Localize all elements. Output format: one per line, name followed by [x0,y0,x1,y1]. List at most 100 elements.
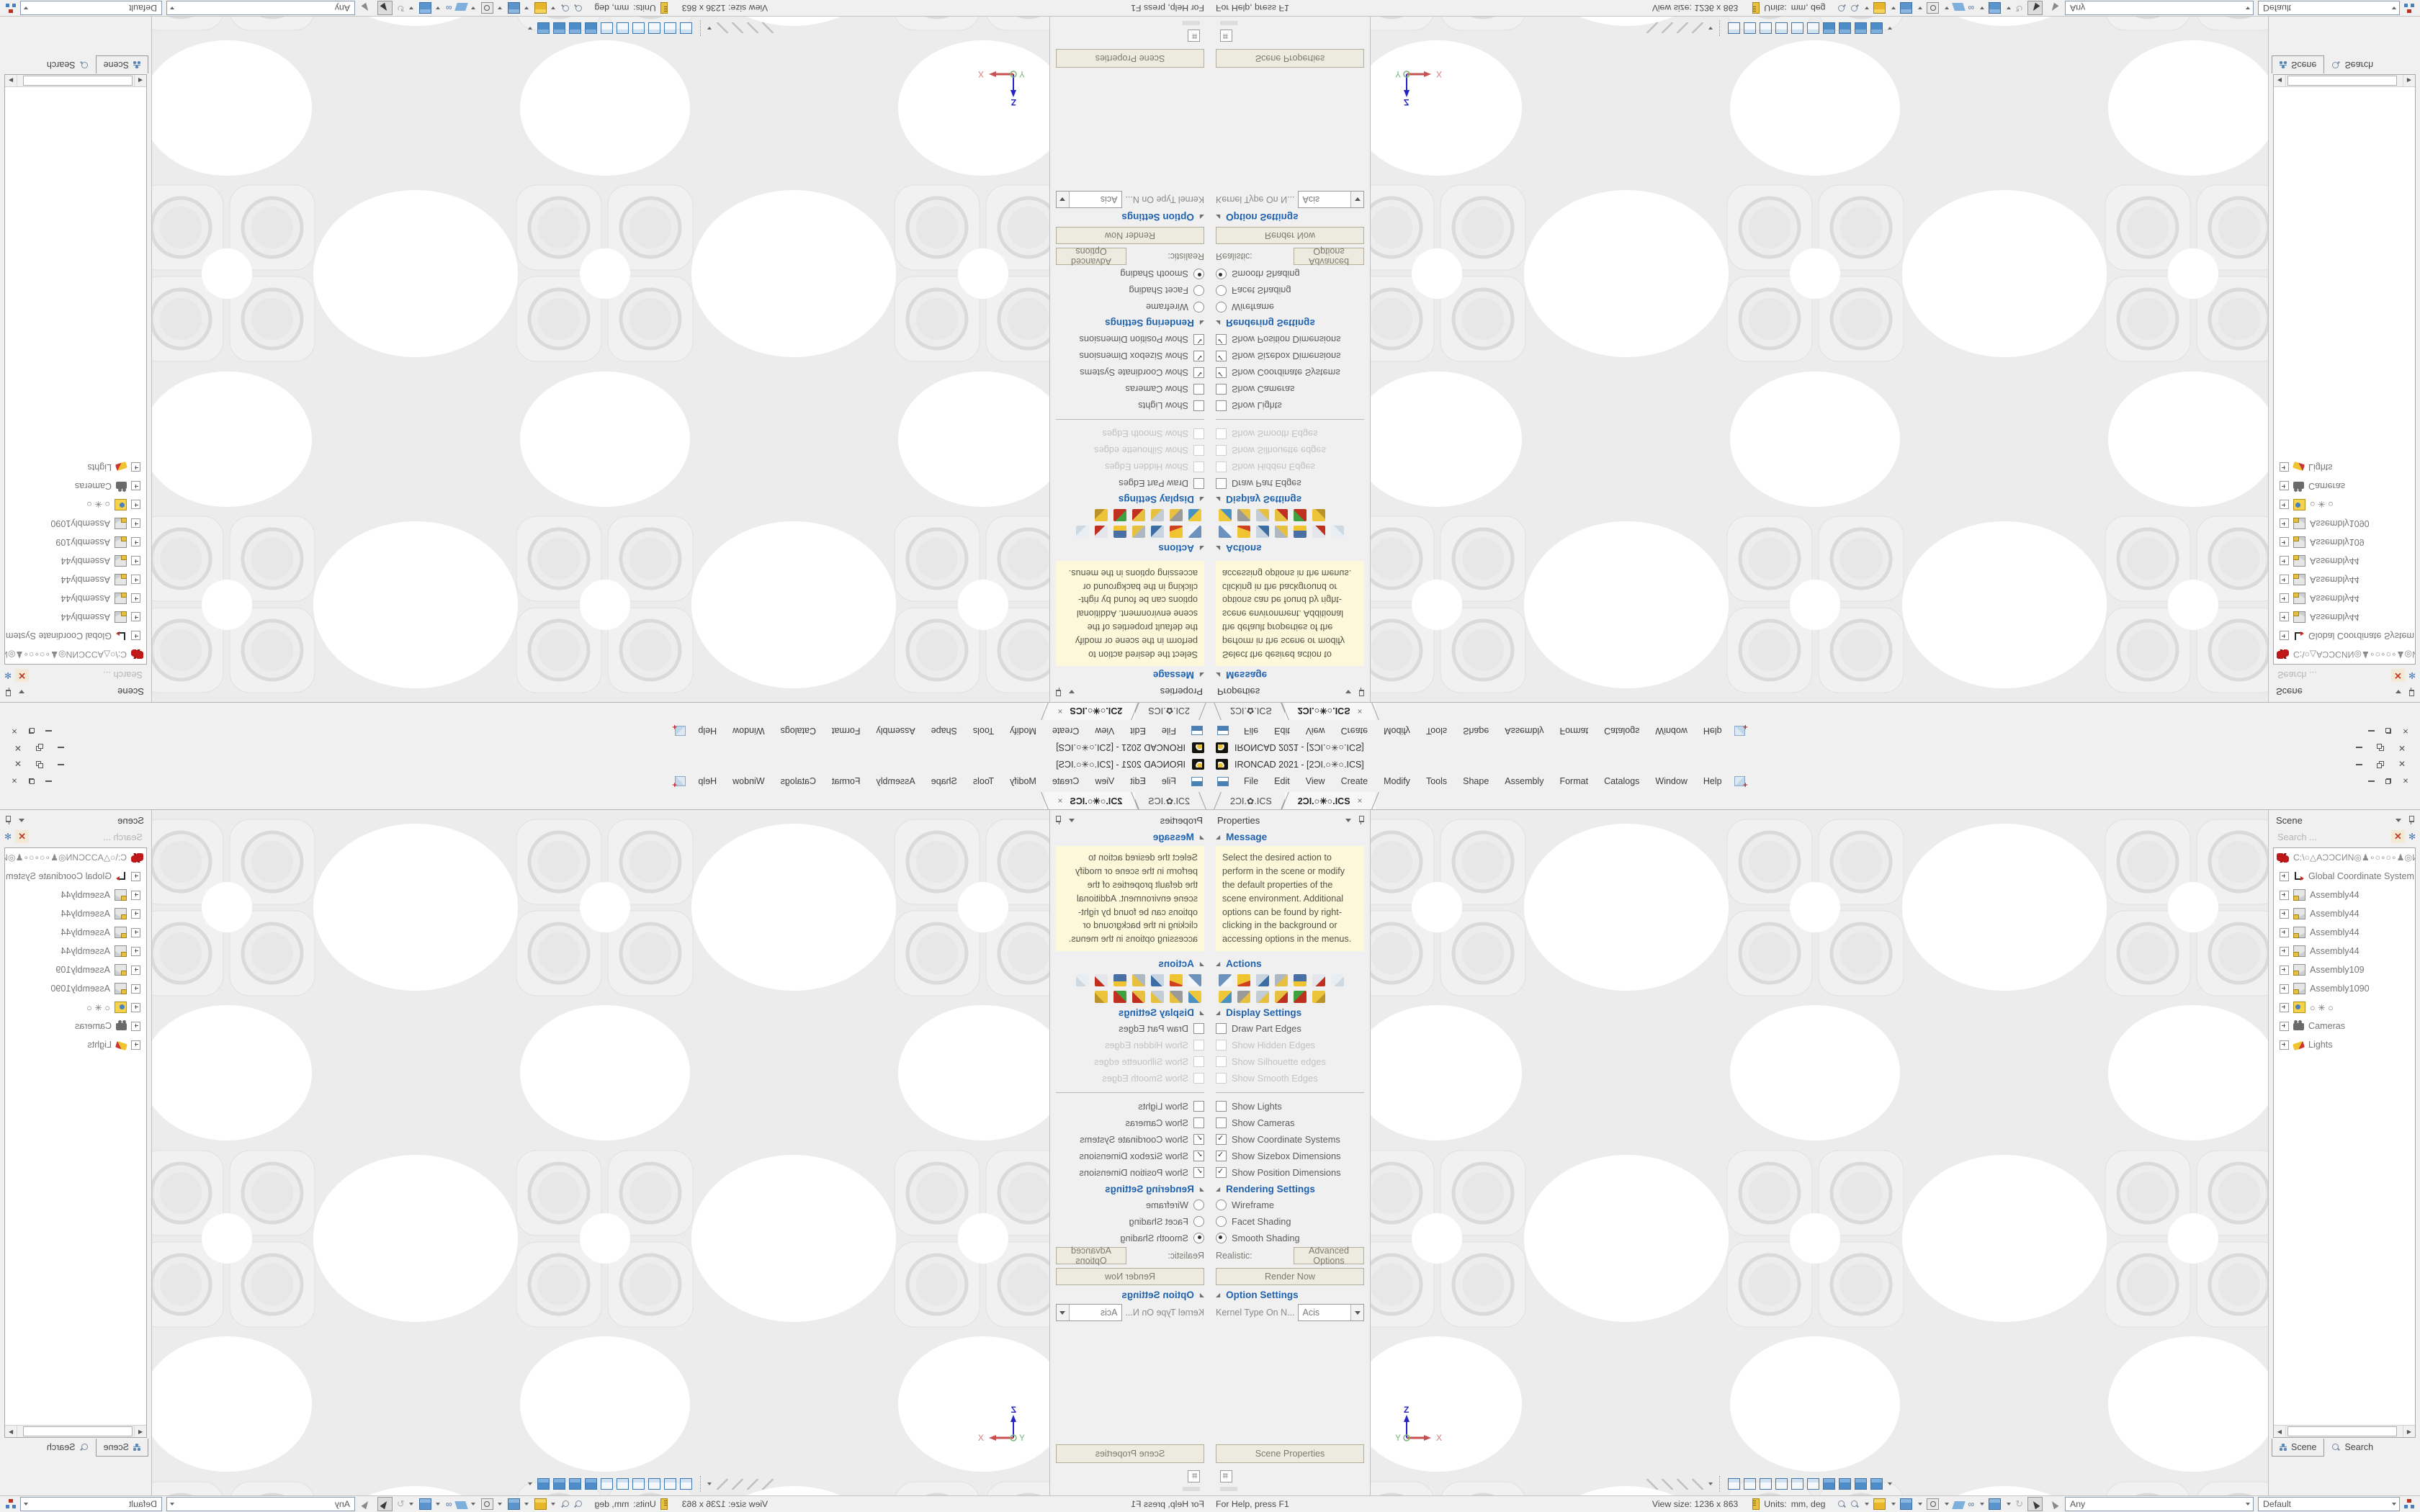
clear-search-button[interactable]: ✕ [2390,669,2405,682]
tree-item[interactable]: Cameras [5,477,146,495]
view-cube-icon[interactable] [585,22,597,34]
expand-icon[interactable] [131,593,140,603]
extrude-icon[interactable] [1237,974,1250,987]
shaded-cube-icon[interactable] [1873,2,1886,14]
gears-icon[interactable] [1237,508,1250,521]
visibility-glasses-icon[interactable]: ∞ [445,1499,452,1509]
expand-icon[interactable] [131,462,140,472]
orbit-icon[interactable]: ↻ [397,1498,405,1509]
tree-item[interactable]: Lights [2274,458,2415,477]
window-close-button[interactable]: ✕ [14,743,22,753]
measure-distance-icon[interactable] [1662,22,1673,34]
config-dropdown[interactable]: Default [20,1,162,15]
menu-create[interactable]: Create [1340,776,1368,786]
expand-icon[interactable] [2280,518,2289,528]
revolve-icon[interactable] [1256,525,1269,538]
menu-format[interactable]: Format [831,726,861,736]
scene-tree[interactable]: C:\○△AƆƆCИN◎♟∘○∘○∘♟◎ИN Global Coordinate… [4,74,147,665]
menu-tools[interactable]: Tools [972,726,995,736]
panel-menu-icon[interactable] [1345,690,1351,694]
tree-item[interactable]: Assembly44 [2274,904,2415,923]
graph-icon[interactable] [1076,974,1089,987]
view-cube-icon[interactable] [632,22,645,34]
scene-root-item[interactable]: C:\○△AƆƆCИN◎♟∘○∘○∘♟◎ИN [5,645,146,664]
sweep-icon[interactable] [1132,525,1145,538]
tree-item[interactable]: Assembly44 [2274,886,2415,904]
tree-item[interactable]: Assembly44 [5,589,146,608]
chevron-down-icon[interactable] [528,1482,532,1485]
menu-shape[interactable]: Shape [1463,776,1489,786]
shaded-cube-icon[interactable] [534,1498,547,1510]
tree-item[interactable]: Assembly44 [2274,942,2415,960]
actions-section-header[interactable]: ◢ Actions [1050,955,1210,971]
tree-item[interactable]: ○ ✳ ○ [2274,998,2415,1017]
parts-stack-icon[interactable] [1095,991,1108,1004]
tree-item[interactable]: Assembly1090 [2274,979,2415,998]
menu-edit[interactable]: Edit [1274,726,1290,736]
sweep-icon[interactable] [1275,525,1288,538]
smooth-shading-radio[interactable] [1193,268,1204,279]
window-minimize-button[interactable] [2348,743,2370,753]
view-cube-icon[interactable] [569,1478,581,1490]
selection-filter-dropdown[interactable]: Any [166,1497,355,1511]
render-window-icon[interactable] [1256,508,1269,521]
menu-format[interactable]: Format [831,776,861,786]
revolve-icon[interactable] [1151,525,1164,538]
chevron-down-icon[interactable] [1891,1503,1896,1506]
search-input[interactable] [2276,830,2388,843]
view-cube-icon[interactable] [1839,1478,1851,1490]
zoom-icon[interactable] [574,1500,583,1508]
pin-icon[interactable] [1358,816,1364,824]
edit-sketch-icon[interactable] [1312,525,1325,538]
model-viewport[interactable]: Z X Y [1371,17,2268,702]
extrude-icon[interactable] [1170,974,1183,987]
document-tab-active[interactable]: 2ƆI.○✳○.ICS × [1284,792,1376,809]
tab-close-icon[interactable]: × [1057,796,1063,806]
expand-icon[interactable] [131,481,140,491]
tab-search[interactable]: Search [2324,56,2380,73]
tab-search[interactable]: Search [40,56,96,73]
measure-parallel-icon[interactable] [717,22,728,34]
tree-item[interactable]: Cameras [2274,477,2415,495]
pin-icon[interactable] [1358,688,1364,696]
chevron-down-icon[interactable] [551,1503,556,1506]
display-settings-header[interactable]: ◢ Display Settings [1050,492,1210,508]
scroll-left-arrow[interactable]: ◀ [134,1426,146,1437]
expand-icon[interactable] [2280,556,2289,566]
render-cube-icon[interactable] [418,2,431,14]
render-window-icon[interactable] [1256,991,1269,1004]
menu-window[interactable]: Window [732,726,765,736]
view-cube-icon[interactable] [537,1478,550,1490]
menu-modify[interactable]: Modify [1384,726,1410,736]
view-cube-icon[interactable] [680,22,692,34]
scene-tree[interactable]: C:\○△AƆƆCИN◎♟∘○∘○∘♟◎ИN Global Coordinate… [2273,74,2416,665]
document-tab-inactive[interactable]: 2ƆI.✿.ICS [1217,792,1285,809]
doc-restore-button[interactable] [23,778,40,786]
select-cursor-button[interactable] [2027,1,2043,15]
assembly-boxes-icon[interactable] [1275,991,1288,1004]
plane-view-icon[interactable] [1951,1500,1966,1509]
doc-restore-button[interactable] [23,727,40,735]
shell-icon[interactable] [1113,974,1126,987]
chevron-down-icon[interactable] [2007,1503,2012,1506]
menu-window[interactable]: Window [1655,726,1688,736]
camera-target-icon[interactable] [481,2,494,14]
expand-icon[interactable] [2280,612,2289,622]
draw-part-edges-checkbox[interactable] [1216,477,1227,489]
camera-target-icon[interactable] [1926,2,1939,14]
properties-list-icon[interactable] [1188,974,1201,987]
menu-modify[interactable]: Modify [1010,776,1036,786]
wireframe-radio[interactable] [1193,1200,1204,1211]
expand-icon[interactable] [2280,1021,2289,1031]
model-viewport[interactable]: Z X Y [152,810,1049,1495]
box-select-cursor-button[interactable] [2047,1498,2061,1511]
revolve-icon[interactable] [1151,974,1164,987]
panel-window-icon[interactable] [1188,1470,1200,1482]
gears-icon[interactable] [1170,508,1183,521]
sweep-icon[interactable] [1275,974,1288,987]
message-section-header[interactable]: ◢ Message [1210,829,1370,845]
kernel-type-select[interactable]: Acis [1297,190,1364,208]
extrude-icon[interactable] [1237,525,1250,538]
triad-icon[interactable] [1113,991,1126,1004]
chevron-down-icon[interactable] [1888,1482,1892,1485]
